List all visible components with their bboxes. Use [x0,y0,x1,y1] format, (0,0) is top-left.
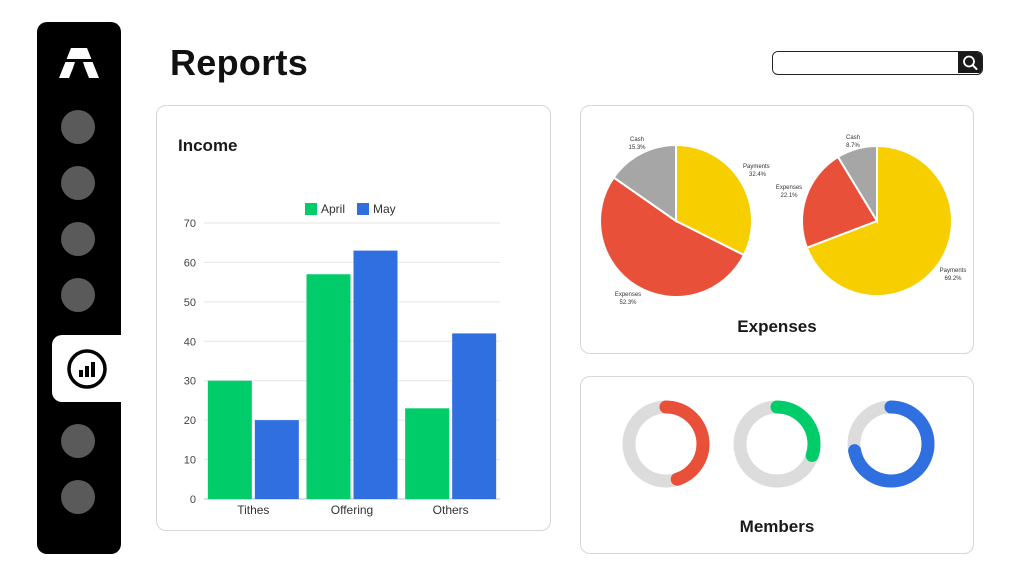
pie-2-label-expenses: Expenses [776,185,802,191]
income-title: Income [178,136,238,155]
pie-2-slice-payments [805,144,953,297]
income-legend: April May [305,202,396,216]
bar-april-tithes [207,380,252,499]
y-tick-label: 0 [190,494,196,506]
pie-1-label-cash: Cash [630,137,644,143]
pie-1-slice-cash [612,143,677,223]
bar-may-others [452,333,497,499]
search-bar [772,51,983,75]
y-tick-label: 20 [184,415,196,427]
pie-1-value-expenses: 52.3% [619,300,637,306]
pie-2-value-payments: 69.2% [944,276,962,282]
sidebar-item-2[interactable] [61,166,95,200]
pie-1-slice-payments [675,143,753,257]
x-tick-label: Offering [331,503,373,517]
expenses-card: Payments 32.4% Expenses 52.3% Cash 15.3% Payme… [580,105,974,354]
bar-april-offering [306,274,351,499]
pie-2-label-payments: Payments [940,268,967,274]
legend-swatch-may [357,203,370,215]
y-tick-label: 40 [184,336,196,348]
expenses-pie-charts: Payments 32.4% Expenses 52.3% Cash 15.3% Payme… [599,135,967,306]
search-icon [963,55,978,70]
expenses-title: Expenses [737,317,817,336]
sidebar-item-1[interactable] [61,110,95,144]
donut-2-progress [733,400,821,488]
sidebar-item-3[interactable] [61,222,95,256]
members-donut-charts [622,400,935,488]
y-tick-label: 10 [184,455,196,467]
pie-2-label-cash: Cash [846,135,860,141]
legend-label-may: May [373,202,396,216]
sidebar-item-7[interactable] [61,480,95,514]
search-button[interactable] [958,52,982,73]
sidebar-item-6[interactable] [61,424,95,458]
x-tick-label: Tithes [237,503,269,517]
y-tick-label: 70 [184,218,196,230]
sidebar [37,22,122,554]
pie-2-slice-expenses [801,155,879,250]
members-card: Members [580,376,974,554]
pie-1-label-payments: Payments [743,164,770,170]
search-input[interactable] [773,52,959,73]
logo-icon [59,48,99,78]
income-bar-chart: 0 10 20 30 40 50 60 70 Tithes Offering Others [184,218,500,517]
x-tick-label: Others [433,503,469,517]
y-tick-label: 50 [184,297,196,309]
donut-1-progress [622,400,710,488]
members-title: Members [739,517,815,536]
legend-item-may: May [357,202,396,216]
bar-april-others [405,408,450,499]
pie-1-label-expenses: Expenses [615,292,641,298]
pie-1-value-payments: 32.4% [749,172,767,178]
bar-may-offering [353,250,398,499]
legend-swatch-april [305,203,317,215]
pie-2-slice-cash [836,144,878,225]
donut-3-progress [847,400,935,488]
pie-2-value-expenses: 22.1% [780,193,798,199]
pie-2-value-cash: 8.7% [846,143,860,149]
sidebar-item-4[interactable] [61,278,95,312]
legend-label-april: April [321,202,346,216]
legend-item-april: April [305,202,345,216]
pie-1-value-cash: 15.3% [628,145,646,151]
pie-1-slice-expenses [599,176,746,298]
y-tick-label: 60 [184,257,196,269]
income-card: Income April May 0 10 20 30 40 50 60 70 Tithes Of… [156,105,551,531]
y-tick-label: 30 [184,376,196,388]
sidebar-item-reports[interactable] [52,335,122,402]
bar-may-tithes [254,420,299,499]
page-title: Reports [170,42,309,83]
bar-chart-icon [67,349,107,389]
